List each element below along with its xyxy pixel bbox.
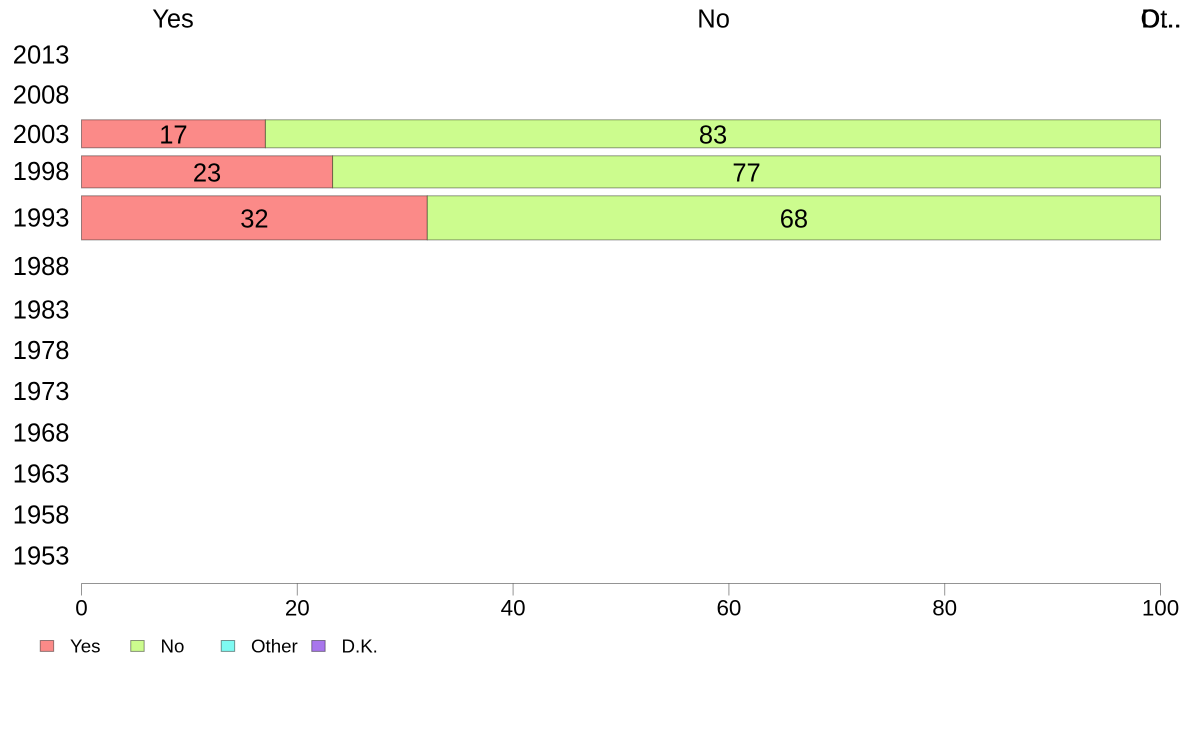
svg-text:1973: 1973: [13, 378, 70, 406]
svg-text:Yes: Yes: [152, 5, 194, 33]
svg-text:Ot..: Ot..: [1140, 5, 1181, 33]
svg-text:D.K.: D.K.: [342, 636, 378, 657]
svg-text:0: 0: [75, 595, 87, 620]
svg-text:2013: 2013: [13, 41, 70, 69]
svg-text:1958: 1958: [13, 501, 70, 529]
svg-text:1998: 1998: [13, 158, 70, 186]
svg-text:68: 68: [780, 206, 808, 234]
svg-text:100: 100: [1142, 595, 1179, 620]
svg-text:60: 60: [716, 595, 741, 620]
svg-text:No: No: [161, 636, 185, 657]
svg-text:2008: 2008: [13, 81, 70, 109]
svg-text:1993: 1993: [13, 205, 70, 233]
svg-text:32: 32: [240, 206, 268, 234]
svg-text:1978: 1978: [13, 337, 70, 365]
svg-text:80: 80: [932, 595, 957, 620]
svg-text:1988: 1988: [13, 253, 70, 281]
svg-text:Yes: Yes: [70, 636, 101, 657]
svg-text:20: 20: [285, 595, 310, 620]
svg-text:40: 40: [501, 595, 526, 620]
svg-text:Other: Other: [251, 636, 298, 657]
svg-text:No: No: [697, 5, 730, 33]
svg-text:1983: 1983: [13, 296, 70, 324]
svg-text:23: 23: [193, 159, 221, 187]
svg-text:1953: 1953: [13, 543, 70, 571]
svg-text:D...: D...: [1141, 5, 1181, 33]
svg-text:77: 77: [732, 159, 760, 187]
svg-text:2003: 2003: [13, 121, 70, 149]
svg-text:1963: 1963: [13, 460, 70, 488]
svg-text:83: 83: [699, 121, 727, 149]
svg-text:1968: 1968: [13, 419, 70, 447]
svg-text:17: 17: [159, 121, 187, 149]
